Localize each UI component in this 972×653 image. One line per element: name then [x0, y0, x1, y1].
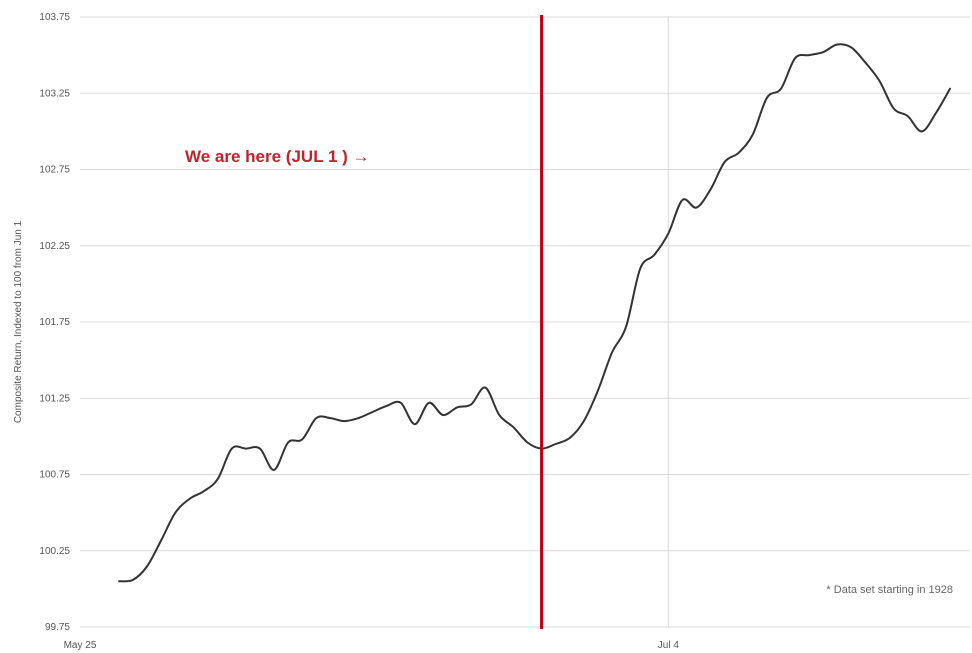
y-axis-ticks: 99.75 100.25 100.75 101.25 101.75 102.25 102.7… [39, 12, 70, 633]
we-are-here-annotation: We are here (JUL 1 ) → [185, 147, 370, 166]
gridlines [80, 16, 970, 628]
y-tick-label: 100.25 [39, 546, 70, 557]
y-tick-label: 101.25 [39, 393, 70, 404]
y-tick-label: 102.75 [39, 165, 70, 176]
data-source-note: * Data set starting in 1928 [826, 584, 953, 596]
y-axis-label: Composite Return, Indexed to 100 from Ju… [13, 220, 24, 423]
y-tick-label: 99.75 [45, 622, 70, 633]
x-tick-label: May 25 [64, 640, 97, 651]
y-tick-label: 102.25 [39, 241, 70, 252]
y-tick-label: 100.75 [39, 470, 70, 481]
series-line [118, 43, 951, 583]
x-axis-ticks: May 25 Jul 4 [64, 640, 680, 651]
y-tick-label: 103.25 [39, 88, 70, 99]
x-tick-label: Jul 4 [658, 640, 680, 651]
y-tick-label: 101.75 [39, 317, 70, 328]
y-tick-label: 103.75 [39, 12, 70, 23]
